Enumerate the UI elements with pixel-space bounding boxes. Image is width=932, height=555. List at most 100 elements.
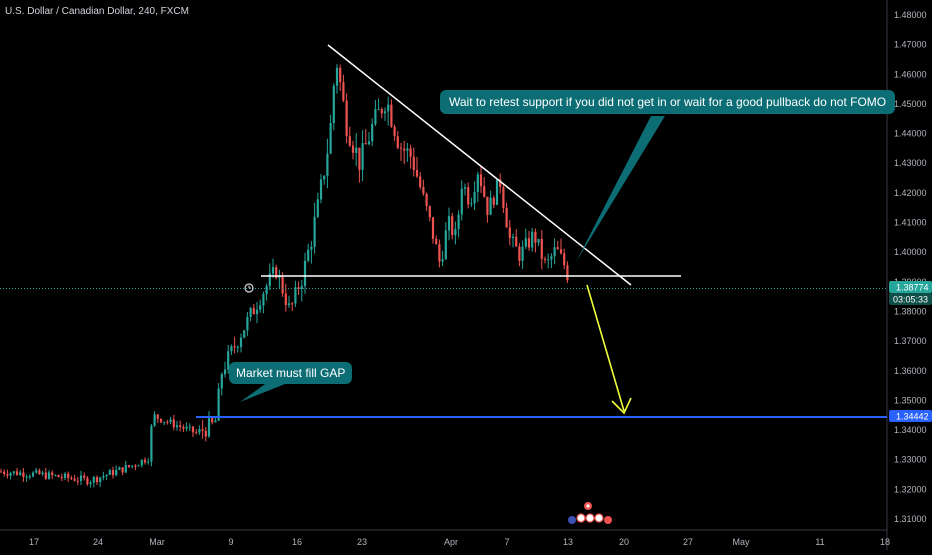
y-tick-label: 1.40000 <box>894 247 927 257</box>
x-tick-label: 23 <box>357 537 367 547</box>
candle-body <box>227 351 230 370</box>
candle-body <box>415 169 419 177</box>
candle-body <box>131 465 134 467</box>
candle-body <box>102 476 105 478</box>
x-tick-label: May <box>732 537 750 547</box>
alarm-clock-icon[interactable] <box>244 283 254 293</box>
candle-body <box>345 100 348 137</box>
candle-body <box>41 472 44 475</box>
candle-body <box>508 227 511 238</box>
callout-pointer-gap <box>240 382 290 402</box>
candle-body <box>550 256 553 260</box>
candle-body <box>374 109 377 124</box>
candle-body <box>188 426 191 428</box>
candle-body <box>351 145 355 153</box>
event-marker-icon[interactable] <box>585 513 595 523</box>
event-marker-icon[interactable] <box>576 513 586 523</box>
y-tick-label: 1.36000 <box>894 366 927 376</box>
candle-body <box>95 477 99 483</box>
candle-body <box>25 476 28 478</box>
candle-body <box>406 148 409 151</box>
candle-body <box>531 231 534 248</box>
candle-body <box>310 246 313 250</box>
y-tick-label: 1.47000 <box>894 40 927 50</box>
candle-body <box>92 477 95 483</box>
candle-body <box>473 191 476 204</box>
candle-body <box>355 147 358 153</box>
x-tick-label: 16 <box>292 537 302 547</box>
candle-body <box>483 186 486 197</box>
candle-body <box>67 473 70 478</box>
candle-body <box>268 273 271 287</box>
y-tick-label: 1.33000 <box>894 455 927 465</box>
candle-body <box>83 475 86 478</box>
candle-body <box>182 426 185 429</box>
candle-body <box>342 82 345 101</box>
candle-body <box>147 461 150 463</box>
candle-body <box>60 477 63 479</box>
candle-body <box>38 470 41 475</box>
candle-body <box>505 207 508 228</box>
candle-body <box>275 267 278 278</box>
bearish-arrow-shaft[interactable] <box>586 284 625 412</box>
x-axis: 17 24 Mar 9 16 23 Apr 7 13 20 27 May 11 18 <box>29 537 890 547</box>
candle-body <box>73 478 76 481</box>
candle-body <box>99 477 102 483</box>
candle-body <box>454 229 457 236</box>
candle-body <box>524 238 527 247</box>
candle-body <box>57 475 60 478</box>
candle-body <box>438 244 441 262</box>
candle-body <box>447 216 451 231</box>
candle-body <box>195 432 198 434</box>
candle-body <box>383 111 387 114</box>
y-tick-label: 1.48000 <box>894 10 927 20</box>
candle-body <box>44 472 47 479</box>
candle-body <box>489 197 492 215</box>
candle-body <box>137 465 140 467</box>
candle-body <box>291 303 294 305</box>
y-tick-label: 1.31000 <box>894 514 927 524</box>
candle-body <box>281 276 284 294</box>
candle-body <box>441 259 444 262</box>
candle-body <box>502 187 505 208</box>
candle-body <box>319 179 323 200</box>
candle-body <box>364 143 367 145</box>
candle-body <box>540 238 543 259</box>
x-tick-label: 20 <box>619 537 629 547</box>
candle-body <box>499 179 502 188</box>
candle-body <box>265 286 268 295</box>
candle-body <box>339 67 342 83</box>
callout-gap[interactable]: Market must fill GAP <box>229 362 353 384</box>
us-flag-icon[interactable] <box>568 516 576 524</box>
canada-flag-icon[interactable] <box>604 516 612 524</box>
candle-body <box>431 217 435 239</box>
event-marker-icon[interactable] <box>594 513 604 523</box>
candle-body <box>150 425 153 462</box>
economic-events-markers[interactable] <box>568 502 612 524</box>
candle-body <box>476 174 479 192</box>
candle-body <box>166 421 169 423</box>
candle-body <box>79 475 83 481</box>
candle-body <box>54 475 57 477</box>
candle-body <box>377 109 380 111</box>
candle-body <box>28 476 31 478</box>
candle-body <box>380 109 383 114</box>
candle-body <box>140 459 143 466</box>
candle-body <box>9 473 12 476</box>
candle-body <box>271 267 275 274</box>
y-tick-label: 1.44000 <box>894 129 927 139</box>
callout-main[interactable]: Wait to retest support if you did not ge… <box>440 90 896 114</box>
trend-line[interactable] <box>327 44 632 286</box>
candle-body <box>22 472 25 478</box>
candle-body <box>211 418 214 423</box>
x-tick-label: Apr <box>444 537 458 547</box>
candle-body <box>127 465 131 467</box>
candle-body <box>35 470 38 473</box>
candle-body <box>198 429 201 433</box>
candle-body <box>559 249 563 254</box>
candle-body <box>86 477 89 485</box>
candle-body <box>553 247 556 257</box>
candle-body <box>153 414 156 426</box>
candle-body <box>495 179 499 205</box>
